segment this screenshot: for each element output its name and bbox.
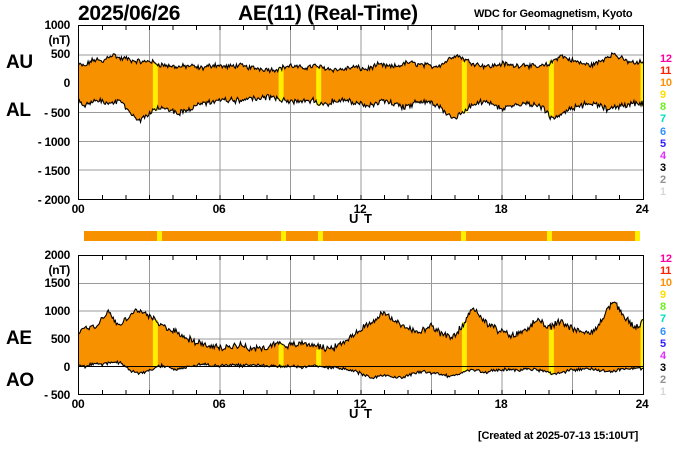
legend-level-10: 10	[660, 277, 672, 290]
x-tick-label: 12	[353, 397, 367, 411]
y-tick-label: - 1000	[37, 134, 71, 149]
y-tick-label: 1500	[44, 276, 71, 290]
y-tick-label: 500	[50, 47, 70, 62]
page-title: AE(11) (Real-Time)	[238, 2, 418, 25]
legend-level-3: 3	[660, 361, 666, 374]
legend-level-10: 10	[660, 77, 672, 90]
x-tick-label: 18	[494, 202, 508, 216]
y-tick-label: - 2000	[37, 193, 71, 207]
x-tick-label: 00	[71, 397, 85, 411]
y-tick-label: 0	[63, 360, 71, 374]
ae-ao-plot	[79, 256, 643, 394]
legend-level-7: 7	[660, 113, 666, 126]
y-tick-label: - 500	[44, 388, 70, 402]
legend-level-7: 7	[660, 313, 666, 326]
legend-level-2: 2	[660, 173, 666, 186]
colorbar-base-segment	[84, 231, 640, 241]
colorbar-marker-segment	[547, 231, 553, 241]
header-date: 2025/06/26	[78, 2, 181, 25]
legend-level-12: 12	[660, 253, 672, 265]
x-tick-label: 06	[212, 202, 226, 216]
legend-level-6: 6	[660, 325, 666, 338]
legend-level-11: 11	[660, 65, 672, 78]
legend-level-1: 1	[660, 186, 666, 199]
series-label-ao: AO	[6, 370, 34, 391]
legend-level-11: 11	[660, 265, 672, 278]
level-legend-top: 12 11 10 9 8 7 6 5 4 3 2 1	[660, 53, 686, 198]
series-label-ae: AE	[6, 328, 32, 349]
legend-level-5: 5	[660, 337, 666, 350]
series-label-au: AU	[6, 52, 33, 73]
x-tick-label: 18	[494, 397, 508, 411]
legend-level-3: 3	[660, 161, 666, 174]
colorbar-marker-segment	[635, 231, 640, 241]
x-tick-label: 00	[71, 202, 85, 216]
legend-level-8: 8	[660, 101, 666, 114]
legend-level-9: 9	[660, 289, 666, 302]
y-tick-label: 1000	[44, 304, 71, 318]
colorbar-marker-segment	[461, 231, 467, 241]
y-tick-label: 2000	[44, 248, 71, 262]
y-tick-label: 0	[63, 76, 71, 91]
top-x-axis-title: U T	[349, 211, 373, 226]
colorbar-marker-segment	[156, 231, 162, 241]
legend-level-4: 4	[660, 149, 666, 162]
level-legend-bottom: 12 11 10 9 8 7 6 5 4 3 2 1	[660, 253, 686, 398]
legend-level-5: 5	[660, 137, 666, 150]
y-tick-label: - 500	[44, 105, 70, 120]
y-tick-label: 500	[50, 332, 70, 346]
y-tick-label: 1000	[44, 18, 71, 32]
legend-level-4: 4	[660, 349, 666, 362]
legend-level-12: 12	[660, 53, 672, 65]
chart-panel-au-al	[78, 25, 644, 200]
au-al-plot	[79, 26, 643, 199]
y-tick-label: - 1500	[37, 163, 71, 178]
header-attribution: WDC for Geomagnetism, Kyoto	[474, 8, 633, 20]
x-tick-label: 24	[635, 397, 649, 411]
legend-level-9: 9	[660, 89, 666, 102]
chart-panel-ae-ao	[78, 255, 644, 395]
x-tick-label: 06	[212, 397, 226, 411]
bottom-axis-unit: (nT)	[48, 263, 71, 277]
series-label-al: AL	[6, 100, 31, 121]
footer-created-timestamp: [Created at 2025-07-13 15:10UT]	[478, 430, 639, 442]
x-tick-label: 24	[635, 202, 649, 216]
activity-colorbar	[84, 231, 640, 241]
x-tick-label: 12	[353, 202, 367, 216]
colorbar-marker-segment	[280, 231, 286, 241]
legend-level-8: 8	[660, 301, 666, 314]
legend-level-6: 6	[660, 125, 666, 138]
legend-level-1: 1	[660, 386, 666, 399]
bottom-x-axis-title: U T	[349, 406, 373, 421]
top-axis-unit: (nT)	[48, 33, 71, 47]
colorbar-marker-segment	[317, 231, 323, 241]
legend-level-2: 2	[660, 373, 666, 386]
